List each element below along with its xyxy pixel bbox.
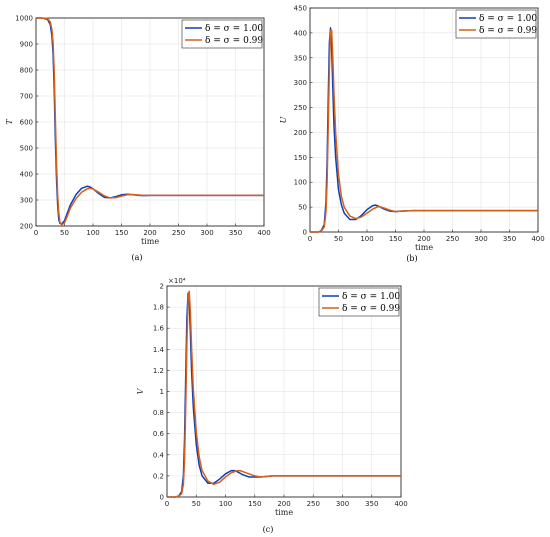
x-tick-label: 200: [143, 229, 156, 237]
y-tick-label: 1.4: [153, 346, 165, 354]
x-tick-label: 100: [219, 500, 232, 508]
x-tick-label: 350: [503, 235, 516, 243]
y-tick-label: 150: [294, 154, 307, 162]
y-tick-label: 800: [20, 67, 33, 75]
legend-entry-1: δ = σ = 1.00: [205, 24, 263, 34]
x-tick-label: 150: [115, 229, 128, 237]
x-tick-label: 50: [334, 235, 343, 243]
y-axis-label: V: [136, 387, 145, 394]
y-tick-label: 50: [298, 204, 307, 212]
y-tick-label: 0: [160, 494, 164, 502]
y-tick-label: 1.2: [153, 367, 164, 375]
legend-box: [318, 287, 400, 317]
subplot-caption: (c): [263, 525, 274, 534]
legend-entry-2: δ = σ = 0.99: [342, 304, 400, 314]
plot-border: [35, 17, 265, 227]
x-tick-label: 400: [257, 229, 270, 237]
subplot-2: 0 50 100 150 200 250 300 350 400 0 50 100 150 200 250 3…: [279, 5, 545, 264]
x-axis-label: time: [141, 237, 159, 246]
legend: δ = σ = 1.00 δ = σ = 0.99: [181, 19, 263, 49]
legend: δ = σ = 1.00 δ = σ = 0.99: [455, 9, 537, 39]
plot-border: [166, 285, 402, 498]
y-tick-label: 400: [20, 171, 33, 179]
x-tick-label: 400: [394, 500, 407, 508]
y-tick-label: 600: [20, 119, 33, 127]
x-tick-label: 300: [200, 229, 213, 237]
x-tick-label: 100: [86, 229, 99, 237]
series-line-2: [36, 17, 264, 226]
y-tick-label: 1000: [15, 15, 33, 23]
legend-entry-2: δ = σ = 0.99: [205, 36, 263, 46]
y-tick-label: 0.8: [153, 409, 164, 417]
legend-entry-1: δ = σ = 1.00: [479, 14, 537, 24]
x-tick-label: 300: [336, 500, 349, 508]
subplot-3: 0 50 100 150 200 250 300 350 400 0 0.2 0.4 0.6 0.8 1 1.…: [136, 277, 408, 534]
legend-box: [181, 19, 263, 49]
y-tick-label: 0: [303, 229, 307, 237]
x-tick-label: 200: [277, 500, 290, 508]
x-tick-label: 0: [308, 235, 312, 243]
x-tick-label: 400: [531, 235, 544, 243]
x-axis-label: time: [415, 243, 433, 252]
y-tick-label: 100: [294, 179, 307, 187]
legend-box: [455, 9, 537, 39]
y-tick-label: 0.2: [153, 472, 164, 480]
x-tick-label: 200: [417, 235, 430, 243]
y-tick-label: 200: [20, 223, 33, 231]
y-tick-label: 250: [294, 104, 307, 112]
plot-border: [309, 7, 539, 233]
subplot-caption: (a): [131, 253, 142, 262]
subplot-1: 0 50 100 150 200 250 300 350 400 200 300 400 500 600 7…: [5, 15, 271, 263]
series-line-2: [310, 29, 538, 233]
y-tick-label: 450: [294, 5, 307, 13]
y-tick-label: 350: [294, 54, 307, 62]
x-tick-label: 0: [34, 229, 38, 237]
x-tick-label: 50: [60, 229, 69, 237]
legend: δ = σ = 1.00 δ = σ = 0.99: [318, 287, 400, 317]
subplot-caption: (b): [406, 254, 417, 263]
y-axis-label: T: [5, 119, 14, 125]
y-tick-label: 1.6: [153, 325, 165, 333]
y-tick-label: 300: [20, 197, 33, 205]
x-tick-label: 150: [248, 500, 261, 508]
x-tick-label: 250: [446, 235, 459, 243]
x-tick-label: 350: [365, 500, 378, 508]
x-tick-label: 300: [474, 235, 487, 243]
y-axis-label: U: [279, 116, 288, 123]
y-tick-label: 0.4: [153, 451, 165, 459]
y-tick-label: 1.8: [153, 304, 164, 312]
x-tick-label: 250: [307, 500, 320, 508]
x-axis-label: time: [275, 508, 293, 517]
y-tick-label: 200: [294, 129, 307, 137]
x-tick-label: 50: [192, 500, 201, 508]
y-tick-label: 500: [20, 145, 33, 153]
x-tick-label: 0: [165, 500, 169, 508]
x-tick-label: 250: [172, 229, 185, 237]
legend-entry-2: δ = σ = 0.99: [479, 26, 537, 36]
y-tick-label: 1: [160, 388, 164, 396]
y-tick-label: 900: [20, 41, 33, 49]
x-tick-label: 350: [229, 229, 242, 237]
y-tick-label: 400: [294, 29, 307, 37]
x-tick-label: 100: [360, 235, 373, 243]
legend-entry-1: δ = σ = 1.00: [342, 292, 400, 302]
y-tick-label: 700: [20, 93, 33, 101]
y-tick-label: 300: [294, 79, 307, 87]
x-tick-label: 150: [389, 235, 402, 243]
y-tick-label: 2: [160, 283, 164, 291]
y-exponent-label: ×10⁴: [168, 277, 186, 285]
series-line-2: [167, 290, 401, 498]
y-tick-label: 0.6: [153, 430, 165, 438]
